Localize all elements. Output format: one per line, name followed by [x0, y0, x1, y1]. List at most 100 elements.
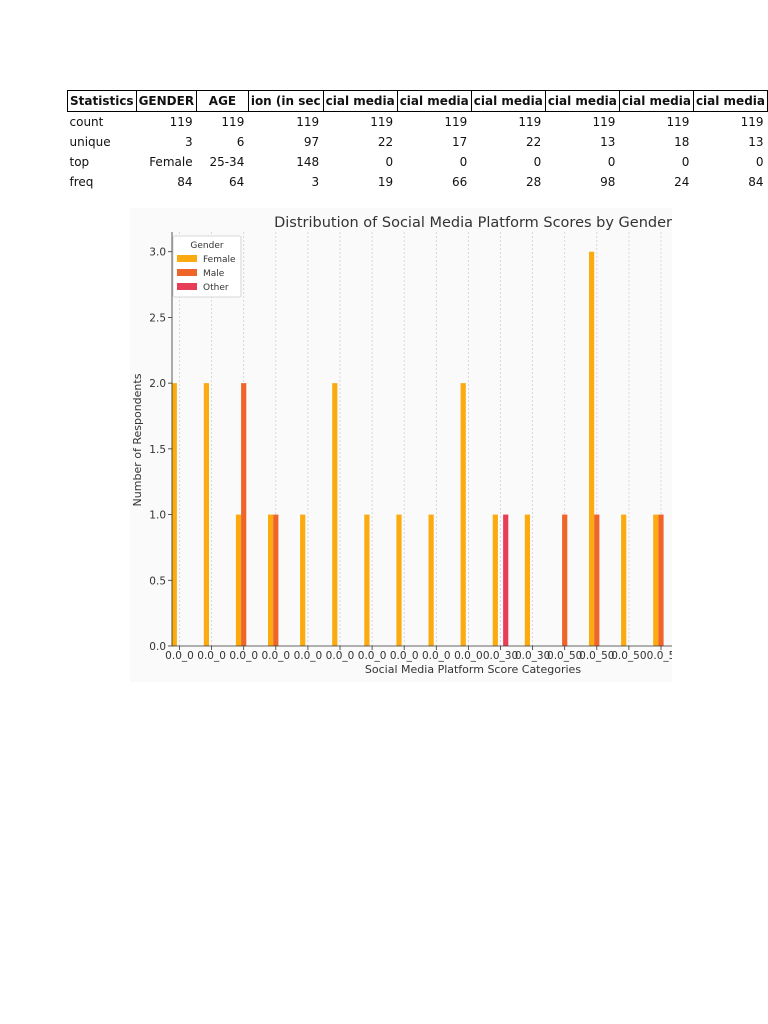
column-header: cial media: [396, 90, 472, 112]
y-tick-label: 2.0: [149, 378, 166, 390]
bar-female: [428, 514, 434, 646]
bar-female: [203, 383, 209, 646]
legend-label-other: Other: [203, 283, 229, 293]
bar-female: [524, 514, 530, 646]
y-tick-label: 1.0: [149, 510, 166, 522]
legend-label-male: Male: [203, 269, 225, 279]
table-cell: 119: [296, 115, 320, 129]
x-tick-label: 0.0_0: [229, 650, 258, 662]
x-tick-labels: 0.0_0 0.0_0 0.0_0 0.0_0 0.0_0 0.0_0 0.0_0 0.0_0…: [165, 650, 672, 662]
axes: [168, 232, 672, 650]
table-cell: 24: [674, 175, 690, 189]
table-cell: 119: [518, 115, 542, 129]
y-tick-label: 3.0: [149, 247, 166, 259]
legend-swatch-other: [177, 283, 197, 290]
bar-female: [492, 514, 498, 646]
bar-female: [396, 514, 402, 646]
chart-title: Distribution of Social Media Platform Sc…: [274, 215, 672, 231]
table-cell: 148: [296, 155, 320, 169]
table-cell: 0: [681, 155, 690, 169]
bar-male: [658, 514, 664, 646]
bar-female: [300, 514, 306, 646]
x-tick-label: 0.0_0: [390, 650, 419, 662]
table-cell: 0: [755, 155, 764, 169]
x-tick-label: 0.0_0: [326, 650, 355, 662]
column-header: cial media: [544, 90, 620, 112]
y-tick-labels: 0.0 0.5 1.0 1.5 2.0 2.5 3.0: [149, 247, 166, 653]
row-label: unique: [69, 135, 111, 149]
table-cell: 0: [459, 155, 468, 169]
x-tick-label: 0.0_0: [358, 650, 387, 662]
table-cell: 119: [221, 115, 245, 129]
bar-female: [235, 514, 242, 646]
column-header: cial media: [618, 90, 694, 112]
table-cell: 3: [311, 175, 320, 189]
table-cell: 13: [748, 135, 764, 149]
bar-female: [460, 383, 466, 646]
table-cell: 6: [236, 135, 245, 149]
legend-swatch-female: [177, 255, 197, 262]
bar-female: [589, 251, 595, 646]
table-row: top Female 25-34 148 0 0 0 0 0 0: [68, 152, 768, 172]
row-label: count: [69, 115, 104, 129]
table-cell: 22: [377, 135, 394, 149]
column-header: cial media: [692, 90, 768, 112]
column-header: GENDER: [135, 90, 198, 112]
x-tick-label: 0.0_0: [165, 650, 194, 662]
table-cell: 119: [169, 115, 193, 129]
bars: [171, 251, 664, 646]
x-tick-label: 0.0_0: [422, 650, 451, 662]
table-cell: 64: [229, 175, 245, 189]
x-tick-label: 0.0_0: [261, 650, 290, 662]
table-cell: 22: [526, 135, 542, 149]
bar-female: [268, 514, 274, 646]
y-axis-label: Number of Respondents: [131, 373, 144, 506]
table-row: freq 84 64 3 19 66 28 98 24 84: [68, 172, 768, 192]
legend-box: [172, 235, 242, 298]
chart-svg: 0.00.51.01.52.02.53.0 0.0_0 0.0_0 0.0_0 0.0…: [130, 208, 672, 682]
column-header: cial media: [322, 90, 398, 112]
legend-title: Gender: [190, 241, 223, 251]
column-header: cial media: [470, 90, 546, 112]
bar-female: [621, 514, 627, 646]
table-cell: 119: [740, 115, 764, 129]
x-tick-label: 0.0_30: [483, 650, 518, 662]
x-tick-label: 0.0_0: [294, 650, 323, 662]
table-cell: 119: [592, 115, 616, 129]
row-label: top: [69, 155, 90, 169]
table-cell: 18: [674, 135, 690, 149]
table-cell: 66: [451, 175, 468, 189]
x-tick-label: 0.0_50: [579, 650, 614, 662]
table-cell: 17: [451, 135, 468, 149]
legend: Gender Female Male Other: [172, 235, 242, 298]
y-tick-label: 0.5: [149, 575, 166, 587]
table-cell: 84: [748, 175, 764, 189]
y-tick-label: 2.5: [149, 312, 166, 324]
statistics-table: Statistics GENDER AGE ion (in sec cial m…: [67, 90, 768, 192]
bar-female: [364, 514, 370, 646]
bar-female: [653, 514, 659, 646]
x-tick-label: 0.0_5: [647, 650, 672, 662]
table-cell: 19: [377, 175, 394, 189]
table-cell: 119: [666, 115, 690, 129]
table-cell: 13: [600, 135, 616, 149]
table-cell: 25-34: [209, 155, 245, 169]
table-cell: 0: [533, 155, 542, 169]
column-header: Statistics: [67, 90, 137, 112]
x-tick-label: 0.0_30: [515, 650, 550, 662]
table-header-row: Statistics GENDER AGE ion (in sec cial m…: [67, 90, 768, 112]
table-cell: 97: [303, 135, 320, 149]
table-cell: Female: [149, 155, 193, 169]
table-cell: 3: [184, 135, 193, 149]
y-tick-label: 1.5: [149, 444, 166, 456]
legend-label-female: Female: [203, 255, 236, 265]
column-header: ion (in sec: [247, 90, 324, 112]
bar-male: [273, 514, 279, 646]
bar-female: [171, 383, 177, 646]
table-cell: 0: [385, 155, 394, 169]
bar-other: [503, 514, 509, 646]
table-cell: 98: [600, 175, 616, 189]
bar-male: [241, 383, 247, 646]
row-label: freq: [69, 175, 94, 189]
x-tick-label: 0.0_0: [454, 650, 483, 662]
